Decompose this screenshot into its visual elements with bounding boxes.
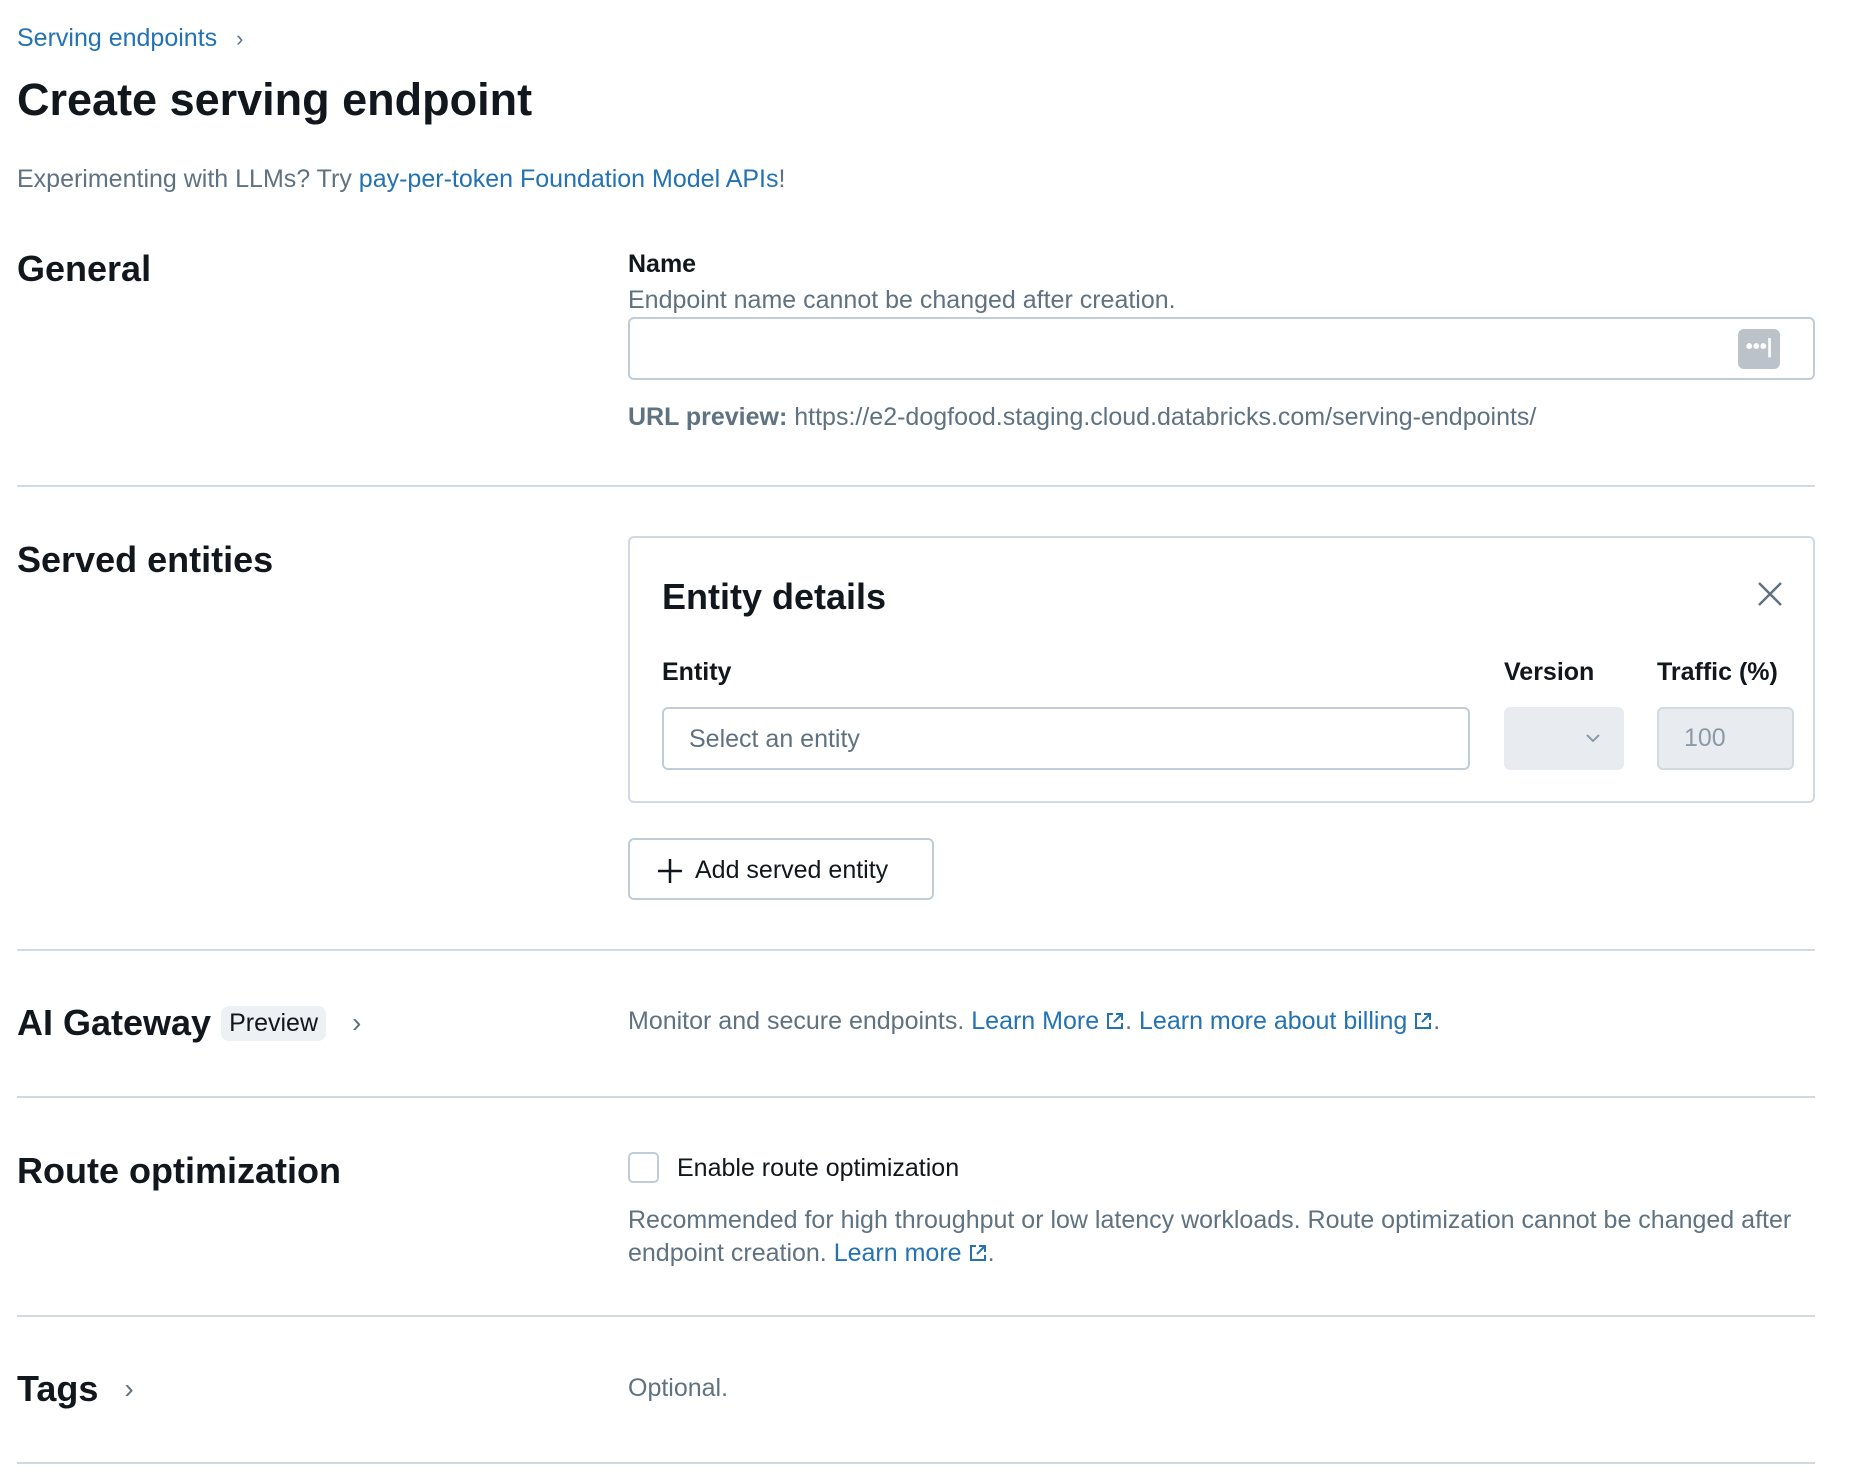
entity-details-title: Entity details — [662, 576, 887, 617]
divider — [17, 949, 1815, 951]
ai-gateway-description: Monitor and secure endpoints. Learn More… — [628, 1007, 1441, 1035]
section-served-entities-heading: Served entities — [17, 539, 274, 580]
external-link-icon — [969, 1245, 986, 1261]
external-link-icon — [1415, 1013, 1432, 1029]
divider — [17, 1315, 1815, 1317]
section-tags-heading: Tags — [17, 1368, 99, 1409]
divider — [17, 485, 1815, 487]
chevron-down-icon — [1586, 734, 1600, 743]
version-select[interactable] — [1504, 707, 1624, 770]
tags-toggle[interactable]: Tags › — [17, 1368, 134, 1410]
preview-badge: Preview — [221, 1005, 327, 1041]
close-icon[interactable] — [1754, 578, 1786, 610]
password-manager-icon[interactable]: •••| — [1738, 329, 1780, 369]
ai-gateway-toggle[interactable]: AI Gateway Preview › — [17, 1002, 361, 1044]
divider — [17, 1462, 1815, 1464]
section-ai-gateway-heading: AI Gateway — [17, 1002, 212, 1043]
breadcrumb: Serving endpoints › — [17, 24, 243, 53]
name-help: Endpoint name cannot be changed after cr… — [628, 286, 1176, 314]
chevron-right-icon: › — [352, 1007, 362, 1038]
learn-more-link[interactable]: Learn More — [971, 1007, 1125, 1035]
billing-link[interactable]: Learn more about billing — [1139, 1007, 1433, 1035]
name-input[interactable]: •••| — [628, 317, 1815, 380]
entity-details-card: Entity details Entity Version Traffic (%… — [628, 536, 1815, 803]
promo-text: Experimenting with LLMs? Try pay-per-tok… — [17, 165, 786, 193]
plus-icon — [658, 859, 682, 883]
chevron-right-icon: › — [124, 1373, 134, 1404]
entity-label: Entity — [662, 658, 732, 686]
version-label: Version — [1504, 658, 1595, 686]
url-preview: URL preview: https://e2-dogfood.staging.… — [628, 403, 1537, 431]
page-title: Create serving endpoint — [17, 74, 533, 125]
section-route-optimization-heading: Route optimization — [17, 1150, 341, 1191]
external-link-icon — [1107, 1013, 1124, 1029]
checkbox-label[interactable]: Enable route optimization — [677, 1154, 960, 1182]
foundation-model-apis-link[interactable]: pay-per-token Foundation Model APIs — [358, 165, 779, 193]
traffic-label: Traffic (%) — [1657, 658, 1778, 686]
tags-description: Optional. — [628, 1374, 729, 1402]
route-optimization-description: Recommended for high throughput or low l… — [628, 1206, 1792, 1267]
add-served-entity-button[interactable]: Add served entity — [628, 838, 934, 900]
learn-more-link[interactable]: Learn more — [834, 1239, 988, 1267]
route-optimization-checkbox[interactable] — [628, 1152, 659, 1183]
name-label: Name — [628, 250, 697, 278]
chevron-right-icon: › — [236, 26, 244, 51]
section-general-heading: General — [17, 248, 152, 289]
entity-select[interactable]: Select an entity — [662, 707, 1470, 770]
divider — [17, 1096, 1815, 1098]
traffic-input[interactable]: 100 — [1657, 707, 1794, 770]
breadcrumb-serving-endpoints[interactable]: Serving endpoints — [17, 24, 218, 52]
